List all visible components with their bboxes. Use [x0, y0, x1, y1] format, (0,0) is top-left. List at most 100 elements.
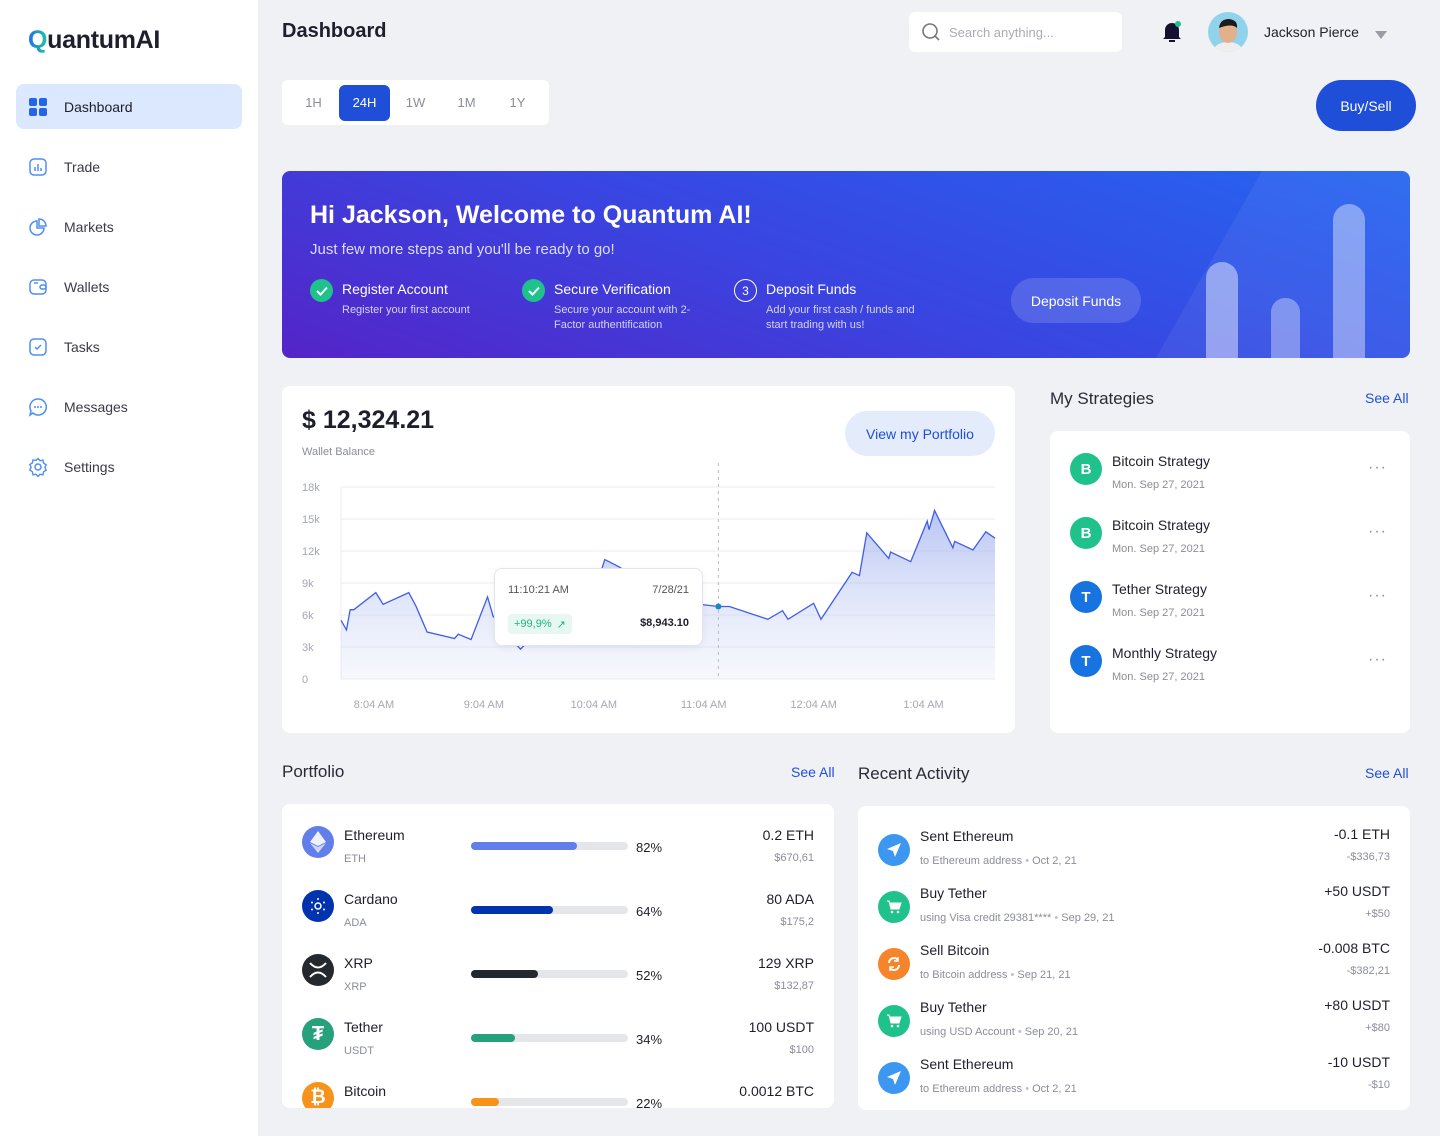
x-tick-label: 11:04 AM — [681, 699, 727, 711]
allocation-percent: 22% — [636, 1096, 663, 1108]
activity-see-all-link[interactable]: See All — [1365, 765, 1409, 781]
coin-name: Cardano — [344, 891, 398, 907]
strategy-date: Mon. Sep 27, 2021 — [1112, 671, 1205, 683]
y-tick-label: 15k — [302, 514, 320, 526]
wallet-balance: $ 12,324.21 — [302, 406, 435, 434]
strategy-name: Tether Strategy — [1112, 581, 1207, 597]
tooltip-value: $8,943.10 — [640, 617, 689, 629]
strategy-avatar: T — [1070, 581, 1102, 613]
view-portfolio-button[interactable]: View my Portfolio — [845, 411, 995, 456]
portfolio-card: Ethereum ETH 82% 0.2 ETH $670,61 Cardano ADA 64… — [282, 804, 834, 1108]
activity-card: Sent Ethereum to Ethereum address • Oct 2… — [858, 806, 1410, 1110]
strategy-date: Mon. Sep 27, 2021 — [1112, 607, 1205, 619]
activity-item[interactable]: Sent Ethereum to Ethereum address • Oct 2… — [858, 826, 1410, 882]
activity-detail: to Bitcoin address • Sep 21, 21 — [920, 969, 1071, 981]
step-number: 3 — [734, 279, 757, 302]
arrow-up-right-icon: ↗ — [556, 618, 566, 631]
x-tick-label: 8:04 AM — [354, 699, 394, 711]
onboarding-step: Secure Verification Secure your account w… — [522, 279, 704, 333]
coin-amount: 0.2 ETH — [762, 827, 814, 843]
more-options-icon[interactable]: ··· — [1368, 459, 1387, 476]
coin-amount: 129 XRP — [757, 955, 814, 971]
portfolio-item[interactable]: XRP XRP 52% 129 XRP $132,87 — [282, 954, 834, 1014]
activity-detail: to Ethereum address • Oct 2, 21 — [920, 855, 1077, 867]
sidebar-item-wallets[interactable]: Wallets — [16, 264, 242, 309]
user-menu-chevron-down-icon[interactable] — [1375, 27, 1387, 45]
portfolio-see-all-link[interactable]: See All — [791, 764, 835, 780]
sidebar-item-tasks[interactable]: Tasks — [16, 324, 242, 369]
allocation-percent: 52% — [636, 968, 663, 983]
sidebar-item-dashboard[interactable]: Dashboard — [16, 84, 242, 129]
tooltip-change-badge: +99,9% ↗ — [508, 614, 572, 634]
sidebar-item-messages[interactable]: Messages — [16, 384, 242, 429]
ethereum-icon — [302, 826, 334, 858]
chart-tooltip: 11:10:21 AM 7/28/21 +99,9% ↗ $8,943.10 — [494, 568, 703, 646]
welcome-banner: Hi Jackson, Welcome to Quantum AI! Just … — [282, 171, 1410, 358]
portfolio-item[interactable]: ₮ Tether USDT 34% 100 USDT $100 — [282, 1018, 834, 1078]
step-title: Deposit Funds — [766, 281, 857, 297]
y-tick-label: 6k — [302, 610, 314, 622]
search-input[interactable] — [949, 24, 1109, 40]
y-tick-label: 3k — [302, 642, 314, 654]
onboarding-step: Register Account Register your first acco… — [310, 279, 502, 318]
allocation-bar-fill — [471, 906, 554, 914]
buy-sell-button[interactable]: Buy/Sell — [1316, 80, 1416, 131]
bitcoin-icon: ₿ — [302, 1082, 334, 1108]
strategies-see-all-link[interactable]: See All — [1365, 390, 1409, 406]
activity-item[interactable]: Buy Tether using USD Account • Sep 20, 21… — [858, 997, 1410, 1053]
search-box[interactable] — [909, 12, 1122, 52]
wallet-chart[interactable]: 0 3k 6k 9k 12k 15k 18k 8:04 AM 9:04 AM 10:04 AM 11… — [282, 386, 1015, 733]
portfolio-item[interactable]: ₿BitcoinBTC22%0.0012 BTC — [282, 1082, 834, 1108]
page-title: Dashboard — [282, 20, 387, 42]
tab-1h[interactable]: 1H — [305, 95, 322, 110]
activity-item[interactable]: Buy Tether using Visa credit 29381**** • … — [858, 883, 1410, 939]
sidebar-item-markets[interactable]: Markets — [16, 204, 242, 249]
activity-item[interactable]: Sent Ethereum to Ethereum address • Oct 2… — [858, 1054, 1410, 1110]
tab-1w[interactable]: 1W — [405, 95, 426, 110]
tab-24h[interactable]: 24H — [339, 84, 390, 121]
activity-value: -$382,21 — [1346, 965, 1390, 977]
allocation-percent: 34% — [636, 1032, 663, 1047]
chat-icon — [28, 397, 48, 417]
user-name[interactable]: Jackson Pierce — [1264, 24, 1359, 40]
sidebar: QuantumAI Dashboard Trade Markets Wallets Ta… — [0, 0, 258, 1136]
allocation-bar-fill — [471, 1098, 500, 1106]
strategy-item[interactable]: T Tether Strategy Mon. Sep 27, 2021 ··· — [1050, 579, 1410, 639]
deposit-funds-button[interactable]: Deposit Funds — [1011, 278, 1141, 323]
notification-bell[interactable] — [1161, 20, 1183, 49]
more-options-icon[interactable]: ··· — [1368, 651, 1387, 668]
activity-value: -$336,73 — [1346, 851, 1390, 863]
strategy-item[interactable]: B Bitcoin Strategy Mon. Sep 27, 2021 ··· — [1050, 451, 1410, 511]
sidebar-item-trade[interactable]: Trade — [16, 144, 242, 189]
portfolio-item[interactable]: Cardano ADA 64% 80 ADA $175,2 — [282, 890, 834, 950]
sidebar-item-settings[interactable]: Settings — [16, 444, 242, 489]
portfolio-item[interactable]: Ethereum ETH 82% 0.2 ETH $670,61 — [282, 826, 834, 886]
cardano-icon — [302, 890, 334, 922]
more-options-icon[interactable]: ··· — [1368, 587, 1387, 604]
coin-name: Ethereum — [344, 827, 405, 843]
tab-1m[interactable]: 1M — [457, 95, 476, 110]
activity-title: Sent Ethereum — [920, 828, 1014, 844]
sidebar-item-label: Dashboard — [64, 98, 133, 115]
activity-detail: using USD Account • Sep 20, 21 — [920, 1026, 1078, 1038]
x-tick-label: 10:04 AM — [571, 699, 617, 711]
swap-icon — [878, 948, 910, 980]
wallet-balance-label: Wallet Balance — [302, 446, 375, 458]
coin-amount: 0.0012 BTC — [739, 1083, 814, 1099]
avatar[interactable] — [1208, 12, 1248, 52]
strategy-avatar: B — [1070, 453, 1102, 485]
activity-amount: -0.1 ETH — [1333, 826, 1390, 842]
more-options-icon[interactable]: ··· — [1368, 523, 1387, 540]
tab-1y[interactable]: 1Y — [509, 95, 526, 110]
strategy-item[interactable]: T Monthly Strategy Mon. Sep 27, 2021 ··· — [1050, 643, 1410, 703]
wallet-card: $ 12,324.21 Wallet Balance View my Portf… — [282, 386, 1015, 733]
coin-amount: 100 USDT — [748, 1019, 814, 1035]
logo[interactable]: QuantumAI — [28, 26, 161, 54]
coin-value: $100 — [789, 1044, 814, 1056]
tooltip-time: 11:10:21 AM — [508, 584, 569, 596]
bar-chart-icon — [29, 157, 47, 176]
y-tick-label: 0 — [302, 674, 308, 686]
strategy-item[interactable]: B Bitcoin Strategy Mon. Sep 27, 2021 ··· — [1050, 515, 1410, 575]
activity-amount: -0.008 BTC — [1318, 940, 1390, 956]
activity-item[interactable]: Sell Bitcoin to Bitcoin address • Sep 21,… — [858, 940, 1410, 996]
